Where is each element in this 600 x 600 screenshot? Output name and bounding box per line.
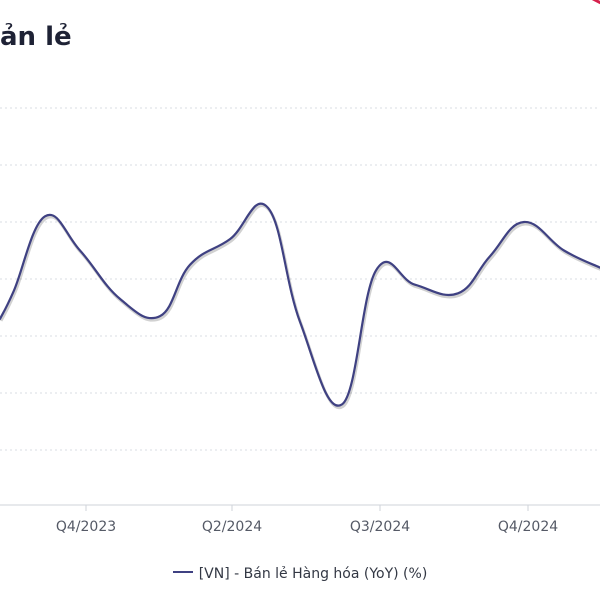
legend-label: [VN] - Bán lẻ Hàng hóa (YoY) (%) bbox=[198, 566, 428, 582]
series-line-retail-yoy[interactable] bbox=[0, 202, 600, 407]
x-tick-label: Q4/2023 bbox=[56, 519, 116, 535]
series-line-red[interactable] bbox=[562, 0, 600, 5]
x-tick-label: Q4/2024 bbox=[498, 519, 558, 535]
legend-swatch-line-icon bbox=[172, 571, 193, 573]
x-tick-label: Q3/2024 bbox=[350, 519, 410, 535]
x-tick-label: Q2/2024 bbox=[202, 519, 262, 535]
series-line-shadow bbox=[0, 204, 600, 410]
legend[interactable]: [VN] - Bán lẻ Hàng hóa (YoY) (%) bbox=[0, 566, 600, 582]
chart-title: ản lẻ bbox=[0, 22, 72, 52]
plot-area: Q4/2023 Q2/2024 Q3/2024 Q4/2024 bbox=[0, 0, 600, 535]
